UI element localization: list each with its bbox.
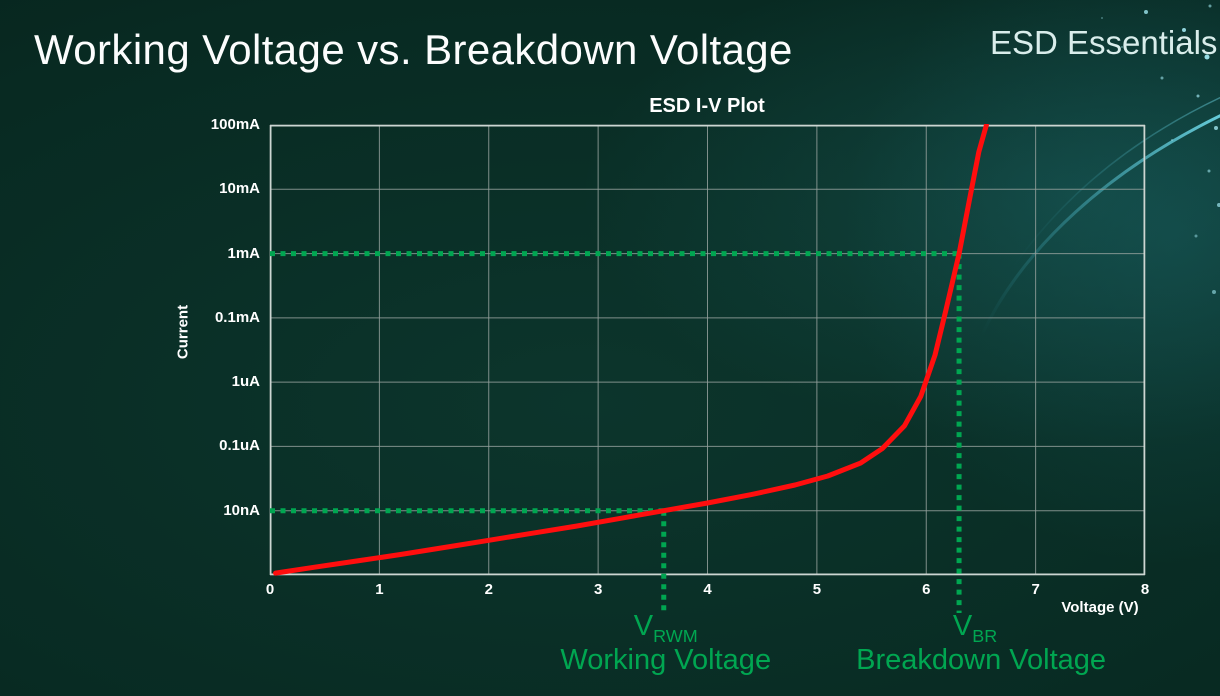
x-tick-label: 1 [375,581,384,598]
x-tick-label: 2 [484,581,493,598]
breakdown-voltage-label: Breakdown Voltage [856,644,1107,676]
glow [845,0,1220,565]
vrwm-symbol: VRWM [633,610,698,646]
working-voltage-label: Working Voltage [560,644,772,676]
y-tick-label: 1mA [227,244,260,262]
page-title: Working Voltage vs. Breakdown Voltage [34,26,793,73]
swoosh-curve-faint [1013,96,1220,267]
x-tick-label: 4 [703,581,712,598]
x-tick-labels: 0 1 2 3 4 5 6 7 8 [266,581,1150,601]
y-tick-label: 0.1mA [214,308,260,326]
particle-dots [1101,4,1220,294]
y-tick-label: 100mA [210,116,260,133]
x-tick-label: 6 [922,581,931,598]
y-tick-label: 1uA [231,373,260,391]
x-tick-label: 8 [1140,581,1150,598]
y-tick-labels: 100mA 10mA 1mA 0.1mA 1uA 0.1uA 10nA [150,116,260,575]
vbr-symbol: VBR [952,610,998,646]
x-tick-label: 5 [812,581,822,598]
brand-logo-text: ESD Essentials [990,24,1218,61]
y-tick-label: 10nA [223,501,260,519]
x-tick-label: 0 [265,581,275,598]
chart-title: ESD I-V Plot [649,95,765,117]
x-axis-label: Voltage (V) [1061,599,1139,616]
x-tick-label: 7 [1031,581,1040,598]
plot-frame [270,125,1145,575]
y-tick-label: 0.1uA [219,437,260,455]
y-tick-label: 10mA [219,180,260,198]
x-tick-label: 3 [593,581,603,598]
iv-curve [273,124,989,576]
iv-plot [269,124,1146,613]
swoosh-curve [980,114,1220,336]
